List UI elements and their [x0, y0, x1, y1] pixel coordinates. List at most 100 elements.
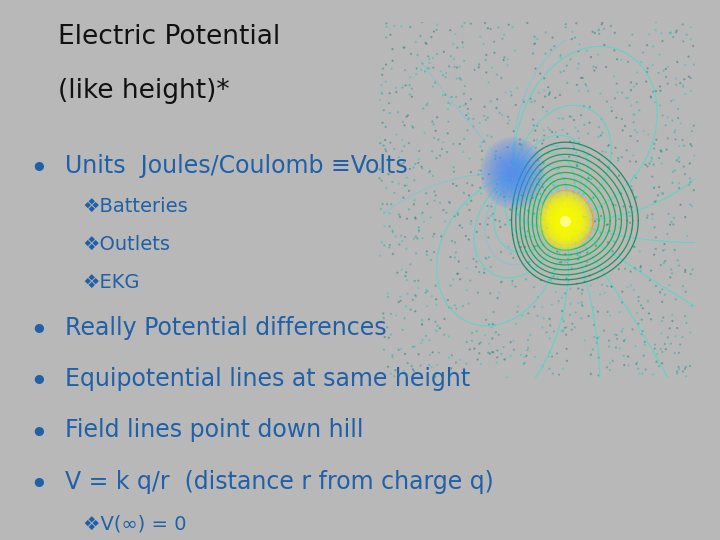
Point	[570, 219, 582, 228]
Point	[636, 369, 648, 378]
Point	[539, 131, 550, 140]
Point	[383, 99, 395, 107]
Point	[475, 189, 487, 198]
Point	[397, 136, 408, 144]
Point	[540, 50, 552, 58]
Circle shape	[493, 151, 532, 195]
Point	[612, 156, 624, 165]
Point	[559, 323, 571, 332]
Point	[387, 226, 398, 235]
Point	[458, 188, 469, 197]
Point	[595, 228, 606, 237]
Point	[421, 302, 433, 310]
Point	[495, 349, 507, 358]
Point	[415, 65, 427, 74]
Point	[646, 153, 657, 162]
Point	[542, 124, 554, 132]
Point	[448, 163, 459, 171]
Point	[572, 64, 584, 73]
Point	[531, 35, 543, 43]
Point	[579, 120, 590, 129]
Circle shape	[551, 204, 580, 237]
Point	[560, 23, 572, 32]
Point	[670, 75, 682, 83]
Point	[431, 154, 442, 163]
Point	[457, 147, 469, 156]
Point	[379, 208, 390, 217]
Point	[380, 60, 392, 69]
Point	[655, 261, 667, 269]
Point	[469, 66, 480, 75]
Point	[642, 211, 654, 220]
Point	[628, 286, 639, 294]
Point	[529, 32, 541, 41]
Point	[536, 323, 548, 332]
Point	[601, 363, 613, 372]
Point	[570, 308, 582, 316]
Point	[512, 308, 523, 316]
Point	[390, 232, 402, 241]
Point	[634, 369, 645, 378]
Point	[616, 56, 627, 64]
Point	[382, 293, 394, 301]
Point	[478, 111, 490, 120]
Point	[377, 309, 389, 318]
Point	[596, 202, 608, 211]
Point	[482, 348, 494, 357]
Point	[423, 55, 435, 63]
Point	[593, 234, 605, 243]
Point	[462, 369, 473, 378]
Circle shape	[501, 160, 524, 186]
Point	[463, 114, 474, 123]
Point	[557, 126, 569, 134]
Point	[428, 248, 440, 256]
Point	[470, 262, 482, 271]
Point	[626, 202, 638, 211]
Point	[644, 159, 655, 168]
Point	[613, 308, 625, 316]
Point	[516, 172, 527, 181]
Circle shape	[503, 161, 523, 185]
Point	[649, 139, 660, 148]
Point	[585, 281, 596, 290]
Point	[422, 99, 433, 108]
Point	[610, 144, 621, 152]
Point	[395, 296, 406, 305]
Point	[657, 359, 668, 367]
Point	[665, 273, 676, 282]
Point	[379, 241, 390, 249]
Point	[568, 225, 580, 234]
Point	[593, 25, 605, 34]
Point	[561, 274, 572, 283]
Point	[599, 288, 611, 297]
Point	[549, 42, 560, 51]
Point	[685, 178, 696, 186]
Point	[423, 361, 435, 369]
Point	[573, 86, 585, 95]
Point	[629, 111, 640, 119]
Point	[631, 193, 642, 201]
Point	[627, 325, 639, 334]
Point	[465, 220, 477, 228]
Point	[417, 234, 428, 242]
Point	[532, 312, 544, 320]
Point	[686, 141, 698, 150]
Point	[636, 315, 647, 324]
Point	[684, 362, 696, 370]
Point	[593, 50, 604, 59]
Point	[645, 266, 657, 275]
Point	[408, 365, 419, 374]
Point	[410, 249, 422, 258]
Point	[446, 364, 457, 373]
Point	[413, 223, 425, 232]
Point	[604, 227, 616, 235]
Point	[623, 361, 634, 370]
Circle shape	[552, 205, 580, 236]
Point	[393, 346, 405, 354]
Point	[540, 28, 552, 37]
Point	[657, 190, 669, 198]
Point	[673, 362, 685, 371]
Point	[673, 158, 685, 166]
Point	[588, 62, 599, 71]
Point	[571, 279, 582, 288]
